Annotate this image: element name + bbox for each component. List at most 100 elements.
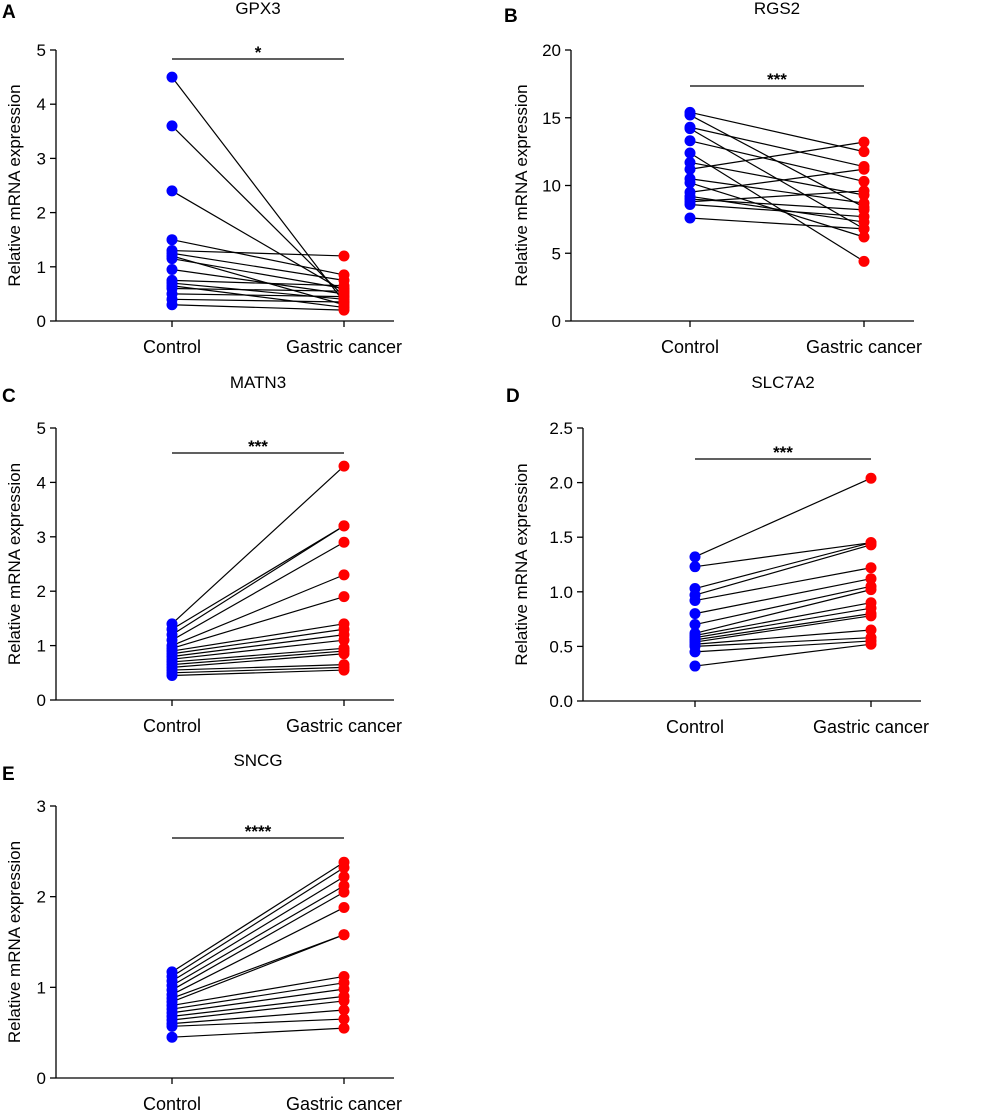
significance-label: *** — [773, 443, 793, 462]
pair-line — [171, 293, 345, 298]
pair-line — [689, 111, 865, 153]
pair-line — [171, 907, 345, 996]
y-axis-ticks: 0 1 2 3 4 5 — [37, 41, 394, 331]
y-tick-label: 0 — [37, 691, 46, 710]
pair-line — [171, 525, 345, 630]
cancer-point — [338, 520, 350, 532]
data-marks — [689, 458, 877, 672]
data-marks — [166, 58, 350, 316]
pair-line — [171, 268, 345, 295]
pair-line — [694, 542, 872, 590]
pair-line — [689, 217, 865, 230]
y-tick-label: 2.0 — [549, 474, 573, 493]
pair-line — [689, 182, 865, 238]
y-tick-label: 0 — [37, 312, 46, 331]
category-label-control: Control — [143, 1094, 201, 1112]
cancer-point — [865, 584, 877, 596]
y-tick-label: 20 — [542, 41, 561, 60]
pair-line — [694, 615, 872, 643]
y-tick-label: 1.0 — [549, 583, 573, 602]
pair-line — [694, 607, 872, 639]
y-tick-label: 0.5 — [549, 637, 573, 656]
pair-line — [171, 76, 345, 303]
pair-line — [171, 885, 345, 987]
category-label-cancer: Gastric cancer — [286, 1094, 402, 1112]
y-axis-ticks: 0 1 2 3 — [37, 797, 394, 1088]
pair-line — [694, 637, 872, 647]
y-tick-label: 3 — [37, 149, 46, 168]
cancer-point — [338, 871, 350, 883]
y-tick-label: 5 — [37, 419, 46, 438]
control-point — [166, 1031, 178, 1043]
cancer-point — [338, 250, 350, 262]
cancer-point — [865, 472, 877, 484]
control-point — [689, 608, 701, 620]
panel-a: A GPX3 Relative mRNA expression * Contro… — [2, 0, 402, 357]
cancer-point — [858, 255, 870, 267]
y-tick-label: 0 — [552, 312, 561, 331]
chart-title: MATN3 — [230, 373, 286, 392]
significance-label: *** — [248, 437, 268, 456]
category-label-cancer: Gastric cancer — [813, 717, 929, 737]
y-tick-label: 0.0 — [549, 692, 573, 711]
cancer-point — [338, 862, 350, 874]
pair-line — [171, 125, 345, 298]
cancer-point — [338, 664, 350, 676]
pair-line — [171, 574, 345, 647]
control-point — [684, 123, 696, 135]
pair-line — [694, 640, 872, 653]
pair-line — [171, 861, 345, 973]
pair-line — [171, 628, 345, 655]
significance-label: *** — [767, 70, 787, 89]
control-point — [689, 561, 701, 573]
pair-line — [689, 140, 865, 183]
cancer-point — [858, 136, 870, 148]
y-tick-label: 2 — [37, 582, 46, 601]
control-point — [166, 185, 178, 197]
pair-line — [171, 988, 345, 1014]
pair-line — [171, 1027, 345, 1038]
pair-line — [171, 639, 345, 660]
pair-line — [171, 287, 345, 292]
pair-line — [171, 982, 345, 1010]
pair-line — [171, 975, 345, 1007]
data-marks — [684, 85, 870, 267]
pair-line — [171, 1000, 345, 1021]
pair-line — [171, 525, 345, 636]
y-axis-label: Relative mRNA expression — [512, 84, 531, 286]
pair-line — [694, 613, 872, 641]
pair-line — [689, 178, 865, 204]
control-point — [689, 619, 701, 631]
y-axis-label: Relative mRNA expression — [5, 463, 24, 665]
pair-line — [171, 876, 345, 982]
cancer-point — [858, 204, 870, 216]
control-point — [166, 264, 178, 276]
cancer-point — [865, 573, 877, 585]
cancer-point — [338, 304, 350, 316]
category-label-control: Control — [143, 716, 201, 736]
cancer-point — [865, 638, 877, 650]
control-point — [166, 120, 178, 132]
cancer-point — [865, 610, 877, 622]
cancer-point — [338, 1013, 350, 1025]
cancer-point — [858, 146, 870, 158]
pair-line — [171, 995, 345, 1017]
y-tick-label: 1.5 — [549, 528, 573, 547]
panel-e: E SNCG Relative mRNA expression **** Con… — [2, 751, 402, 1112]
pair-line — [694, 544, 872, 596]
y-axis-ticks: 0 1 2 3 4 5 — [37, 419, 394, 710]
y-axis-ticks: 0 5 10 15 20 — [542, 41, 914, 331]
control-point — [689, 646, 701, 658]
control-point — [684, 163, 696, 175]
pair-line — [171, 541, 345, 641]
pair-line — [171, 298, 345, 303]
category-label-cancer: Gastric cancer — [286, 337, 402, 357]
y-tick-label: 3 — [37, 797, 46, 816]
cancer-point — [338, 995, 350, 1007]
y-tick-label: 0 — [37, 1069, 46, 1088]
cancer-point — [858, 185, 870, 197]
panel-b: B RGS2 Relative mRNA expression *** Cont… — [504, 0, 922, 357]
pair-line — [171, 279, 345, 287]
control-point — [166, 253, 178, 265]
